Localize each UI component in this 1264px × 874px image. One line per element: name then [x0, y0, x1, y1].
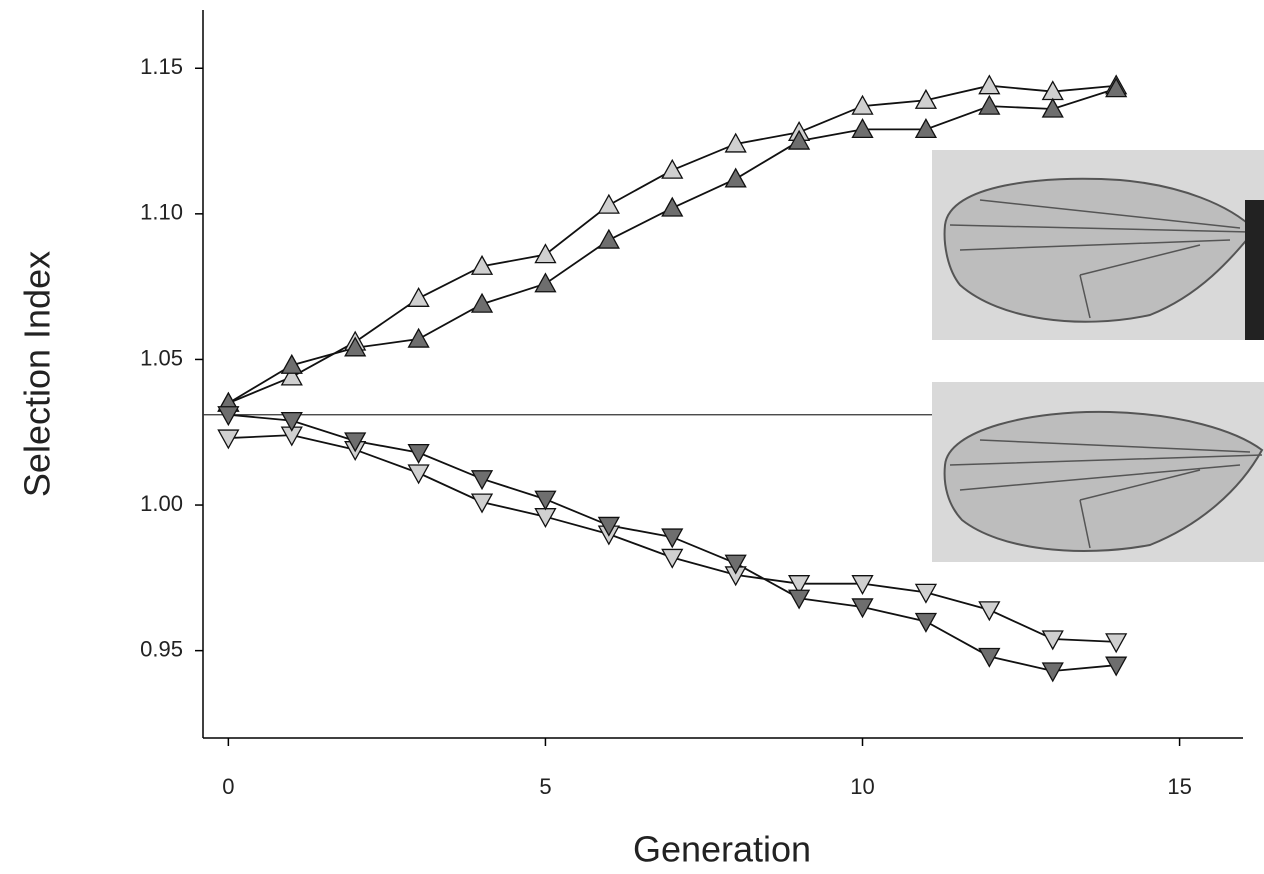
marker: [344, 336, 367, 357]
x-tick-label: 15: [1167, 774, 1191, 799]
wing-outline: [943, 177, 1257, 323]
y-tick-label: 1.00: [140, 491, 183, 516]
marker: [914, 118, 938, 139]
marker: [470, 470, 494, 491]
marker: [1105, 77, 1128, 98]
marker: [978, 601, 1001, 622]
marker: [534, 490, 557, 511]
wing-photo: [932, 150, 1264, 340]
marker: [978, 647, 1001, 668]
marker: [280, 353, 303, 374]
marker: [217, 406, 240, 427]
x-tick-label: 5: [539, 774, 551, 799]
marker: [470, 254, 494, 275]
marker: [914, 583, 938, 604]
y-tick-label: 1.05: [140, 345, 183, 370]
marker: [661, 158, 684, 179]
marker: [280, 411, 303, 432]
marker: [217, 429, 240, 450]
marker: [597, 193, 620, 214]
marker: [344, 432, 367, 453]
marker: [851, 94, 874, 115]
marker: [1105, 656, 1128, 677]
marker: [1041, 97, 1064, 118]
marker: [978, 74, 1001, 95]
marker: [914, 88, 938, 109]
marker: [597, 516, 620, 537]
marker: [661, 528, 684, 549]
marker: [787, 575, 811, 596]
wing-outline: [943, 410, 1264, 552]
x-tick-label: 0: [222, 774, 234, 799]
marker: [787, 129, 811, 150]
marker: [280, 365, 303, 386]
wing-veins: [949, 199, 1251, 319]
marker: [724, 554, 747, 575]
marker: [851, 118, 874, 139]
marker: [851, 598, 874, 619]
plot-area: 0.95 1.00 1.05 1.10 1.15 0 5 10 15: [140, 10, 1243, 799]
wing-photo: [932, 382, 1264, 562]
marker: [851, 575, 874, 596]
y-axis-label: Selection Index: [17, 251, 58, 497]
marker: [407, 327, 430, 348]
marker: [407, 286, 430, 307]
wing-veins: [949, 439, 1263, 549]
marker: [470, 493, 494, 514]
y-tick-label: 1.10: [140, 200, 183, 225]
marker: [1041, 630, 1064, 651]
y-tick-label: 0.95: [140, 636, 183, 661]
marker: [1105, 633, 1128, 654]
marker: [914, 612, 938, 633]
marker: [470, 292, 494, 313]
wing-hinge: [1245, 200, 1264, 340]
marker: [1041, 662, 1064, 683]
marker: [724, 132, 747, 153]
marker: [534, 272, 557, 293]
marker: [978, 94, 1001, 115]
x-tick-label: 10: [850, 774, 874, 799]
marker: [661, 196, 684, 217]
marker: [724, 167, 747, 188]
marker: [597, 228, 620, 249]
marker: [534, 243, 557, 264]
y-tick-label: 1.15: [140, 54, 183, 79]
marker: [787, 589, 811, 610]
marker: [407, 464, 430, 485]
x-axis-label: Generation: [633, 829, 811, 870]
marker: [407, 443, 430, 464]
marker: [661, 548, 684, 569]
